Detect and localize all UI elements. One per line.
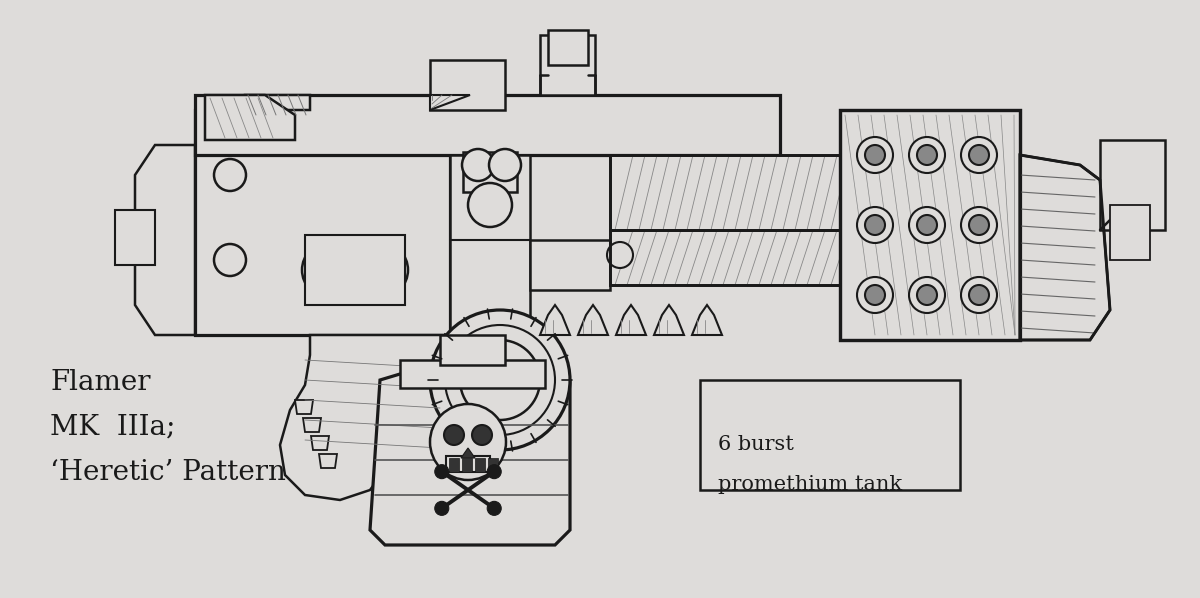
Bar [463,152,517,192]
Circle shape [468,183,512,227]
Bar [610,230,840,285]
Bar [450,155,530,335]
Circle shape [961,277,997,313]
Bar [475,458,485,472]
Polygon shape [319,454,337,468]
Circle shape [444,425,464,445]
Bar [115,210,155,265]
Circle shape [214,159,246,191]
Polygon shape [578,305,608,335]
Polygon shape [1020,155,1110,340]
Bar [610,155,840,230]
Bar [305,235,406,305]
Circle shape [970,215,989,235]
Circle shape [865,215,886,235]
Polygon shape [370,365,570,545]
Circle shape [961,207,997,243]
Bar [1110,205,1150,260]
Circle shape [368,258,392,282]
Text: 6 burst: 6 burst [718,435,794,454]
Circle shape [434,465,449,478]
Circle shape [917,215,937,235]
Bar [449,458,458,472]
Bar [840,110,1020,340]
Circle shape [917,285,937,305]
Bar [610,155,840,230]
Circle shape [910,137,946,173]
Polygon shape [205,95,295,140]
Circle shape [857,137,893,173]
Circle shape [434,501,449,515]
Circle shape [970,145,989,165]
Text: Flamer: Flamer [50,369,150,396]
Polygon shape [295,400,313,414]
Bar [194,110,450,335]
Polygon shape [430,95,470,110]
Circle shape [865,145,886,165]
Bar [462,458,472,472]
Text: ‘Heretic’ Pattern: ‘Heretic’ Pattern [50,459,286,486]
Bar [840,110,1020,340]
Bar [548,30,588,65]
Bar [1100,140,1165,230]
Circle shape [910,207,946,243]
Circle shape [917,145,937,165]
Bar [700,380,960,490]
Polygon shape [616,305,646,335]
Circle shape [857,207,893,243]
Bar [194,95,780,155]
Circle shape [318,258,342,282]
Text: MK  IIIa;: MK IIIa; [50,414,175,441]
Bar [440,335,505,365]
Polygon shape [461,448,475,458]
Polygon shape [692,305,722,335]
Circle shape [352,242,408,298]
Circle shape [865,285,886,305]
Polygon shape [134,145,194,335]
Circle shape [490,149,521,181]
Circle shape [445,325,554,435]
Circle shape [430,404,506,480]
Polygon shape [245,95,310,120]
Circle shape [462,149,494,181]
Bar [488,458,498,472]
Circle shape [214,244,246,276]
Bar [540,35,595,95]
Circle shape [472,425,492,445]
Text: promethium tank: promethium tank [718,475,902,494]
Polygon shape [280,335,450,500]
Bar [446,456,490,472]
Circle shape [961,137,997,173]
Polygon shape [654,305,684,335]
Circle shape [302,242,358,298]
Polygon shape [311,436,329,450]
Bar [610,230,840,285]
Polygon shape [540,305,570,335]
Circle shape [487,501,502,515]
Circle shape [607,242,634,268]
Circle shape [487,465,502,478]
Circle shape [910,277,946,313]
Bar [530,240,610,290]
Circle shape [430,310,570,450]
Circle shape [970,285,989,305]
Circle shape [857,277,893,313]
Polygon shape [302,418,322,432]
Bar [400,360,545,388]
Circle shape [460,340,540,420]
Bar [430,60,505,110]
